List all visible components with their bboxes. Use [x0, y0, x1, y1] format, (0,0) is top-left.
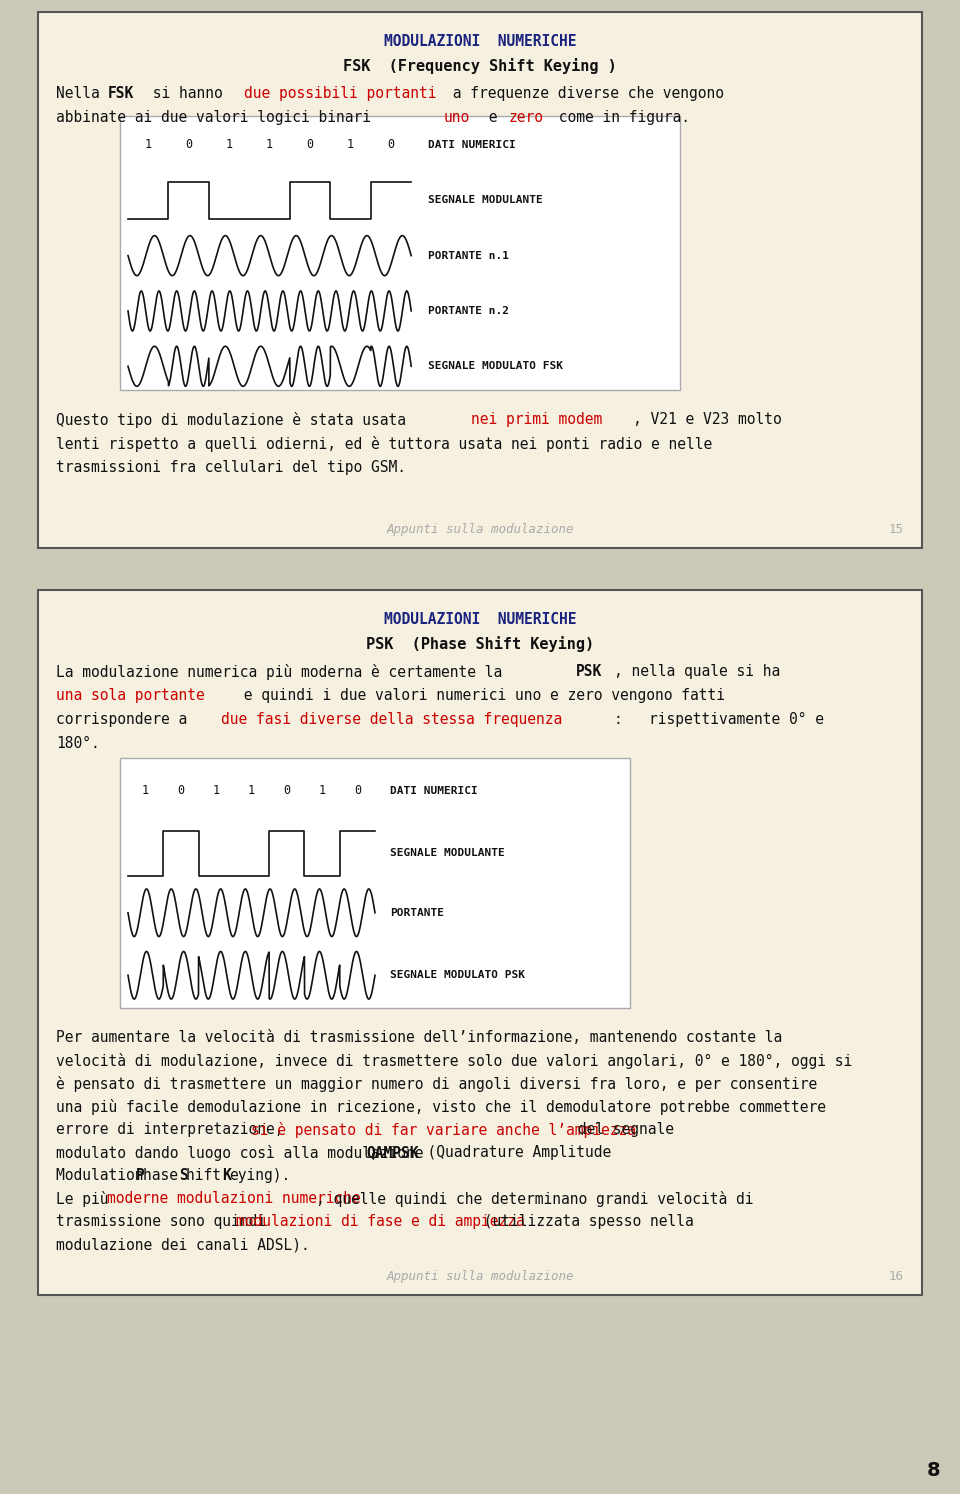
Text: trasmissione sono quindi: trasmissione sono quindi	[56, 1215, 275, 1230]
Text: 0: 0	[283, 784, 290, 798]
Text: modulazione dei canali ADSL).: modulazione dei canali ADSL).	[56, 1237, 310, 1252]
Text: MODULAZIONI  NUMERICHE: MODULAZIONI NUMERICHE	[384, 613, 576, 627]
Text: eying).: eying).	[229, 1168, 291, 1183]
Text: lenti rispetto a quelli odierni, ed è tuttora usata nei ponti radio e nelle: lenti rispetto a quelli odierni, ed è tu…	[56, 436, 712, 453]
Text: SEGNALE MODULATO FSK: SEGNALE MODULATO FSK	[428, 362, 563, 372]
Text: PORTANTE: PORTANTE	[391, 908, 444, 917]
Text: hase: hase	[143, 1168, 186, 1183]
Text: SEGNALE MODULATO PSK: SEGNALE MODULATO PSK	[391, 970, 525, 980]
Text: si è pensato di far variare anche l’ampiezza: si è pensato di far variare anche l’ampi…	[251, 1122, 636, 1138]
Text: 0: 0	[354, 784, 361, 798]
Text: PSK  (Phase Shift Keying): PSK (Phase Shift Keying)	[366, 636, 594, 651]
Text: 0: 0	[185, 139, 192, 151]
Text: Appunti sulla modulazione: Appunti sulla modulazione	[386, 1270, 574, 1283]
Text: una più facile demodulazione in ricezione, visto che il demodulatore potrebbe co: una più facile demodulazione in ricezion…	[56, 1100, 826, 1115]
Text: zero: zero	[508, 111, 543, 125]
Bar	[120, 117, 680, 390]
Text: 1: 1	[226, 139, 232, 151]
Text: 1: 1	[347, 139, 354, 151]
Text: 1: 1	[142, 784, 149, 798]
Text: e quindi i due valori numerici uno e zero vengono fatti: e quindi i due valori numerici uno e zer…	[235, 689, 725, 704]
Text: due possibili portanti: due possibili portanti	[244, 87, 437, 102]
Text: 1: 1	[266, 139, 274, 151]
Text: errore di interpretazione,: errore di interpretazione,	[56, 1122, 292, 1137]
Text: abbinate ai due valori logici binari: abbinate ai due valori logici binari	[56, 111, 380, 125]
Text: DATI NUMERICI: DATI NUMERICI	[391, 786, 478, 796]
Text: nei primi modem: nei primi modem	[471, 412, 602, 427]
Text: DATI NUMERICI: DATI NUMERICI	[428, 140, 516, 149]
Text: si hanno: si hanno	[144, 87, 231, 102]
Text: modulato dando luogo così alla modulazione: modulato dando luogo così alla modulazio…	[56, 1144, 432, 1161]
Text: :   rispettivamente 0° e: : rispettivamente 0° e	[614, 713, 824, 728]
Text: PORTANTE n.2: PORTANTE n.2	[428, 306, 509, 315]
Text: corrispondere a: corrispondere a	[56, 713, 196, 728]
Text: 1: 1	[319, 784, 325, 798]
Text: Questo tipo di modulazione è stata usata: Questo tipo di modulazione è stata usata	[56, 412, 415, 427]
Text: del segnale: del segnale	[568, 1122, 674, 1137]
Text: La modulazione numerica più moderna è certamente la: La modulazione numerica più moderna è ce…	[56, 663, 511, 680]
Text: 0: 0	[178, 784, 184, 798]
Text: 180°.: 180°.	[56, 737, 100, 751]
Bar	[120, 757, 630, 1008]
Text: trasmissioni fra cellulari del tipo GSM.: trasmissioni fra cellulari del tipo GSM.	[56, 460, 406, 475]
Text: 15: 15	[889, 523, 904, 536]
Text: MODULAZIONI  NUMERICHE: MODULAZIONI NUMERICHE	[384, 34, 576, 49]
Text: come in figura.: come in figura.	[550, 111, 690, 125]
Text: 1: 1	[248, 784, 255, 798]
Text: è pensato di trasmettere un maggior numero di angoli diversi fra loro, e per con: è pensato di trasmettere un maggior nume…	[56, 1076, 817, 1092]
Text: (utilizzata spesso nella: (utilizzata spesso nella	[475, 1215, 693, 1230]
Text: 1: 1	[213, 784, 220, 798]
Text: a frequenze diverse che vengono: a frequenze diverse che vengono	[444, 87, 724, 102]
Text: una sola portante: una sola portante	[56, 689, 204, 704]
Text: moderne modulazioni numeriche: moderne modulazioni numeriche	[107, 1191, 360, 1206]
Text: , V21 e V23 molto: , V21 e V23 molto	[633, 412, 781, 427]
Text: S: S	[179, 1168, 187, 1183]
Text: 16: 16	[889, 1270, 904, 1283]
Text: Appunti sulla modulazione: Appunti sulla modulazione	[386, 523, 574, 536]
Text: SEGNALE MODULANTE: SEGNALE MODULANTE	[428, 196, 542, 205]
Bar	[38, 590, 922, 1295]
Text: 0: 0	[306, 139, 314, 151]
Text: SEGNALE MODULANTE: SEGNALE MODULANTE	[391, 849, 505, 858]
Text: P: P	[135, 1168, 144, 1183]
Text: due fasi diverse della stessa frequenza: due fasi diverse della stessa frequenza	[221, 713, 563, 728]
Bar	[38, 12, 922, 548]
Text: Per aumentare la velocità di trasmissione dell’informazione, mantenendo costante: Per aumentare la velocità di trasmission…	[56, 1029, 782, 1044]
Text: Nella: Nella	[56, 87, 108, 102]
Text: K: K	[222, 1168, 230, 1183]
Text: , nella quale si ha: , nella quale si ha	[614, 663, 780, 678]
Text: 1: 1	[145, 139, 152, 151]
Text: PORTANTE n.1: PORTANTE n.1	[428, 251, 509, 260]
Text: uno: uno	[444, 111, 470, 125]
Text: hift: hift	[186, 1168, 229, 1183]
Text: FSK  (Frequency Shift Keying ): FSK (Frequency Shift Keying )	[343, 58, 617, 75]
Text: modulazioni di fase e di ampiezza: modulazioni di fase e di ampiezza	[236, 1215, 525, 1230]
Text: , quelle quindi che determinano grandi velocità di: , quelle quindi che determinano grandi v…	[316, 1191, 754, 1207]
Text: 0: 0	[388, 139, 395, 151]
Text: QAMPSK: QAMPSK	[367, 1144, 419, 1159]
Text: (Quadrature Amplitude: (Quadrature Amplitude	[410, 1144, 611, 1159]
Text: FSK: FSK	[108, 87, 134, 102]
Text: e: e	[480, 111, 506, 125]
Text: Le più: Le più	[56, 1191, 117, 1207]
Text: velocità di modulazione, invece di trasmettere solo due valori angolari, 0° e 18: velocità di modulazione, invece di trasm…	[56, 1053, 852, 1070]
Text: Modulation: Modulation	[56, 1168, 153, 1183]
Text: PSK: PSK	[576, 663, 602, 678]
Text: 8: 8	[926, 1461, 940, 1481]
